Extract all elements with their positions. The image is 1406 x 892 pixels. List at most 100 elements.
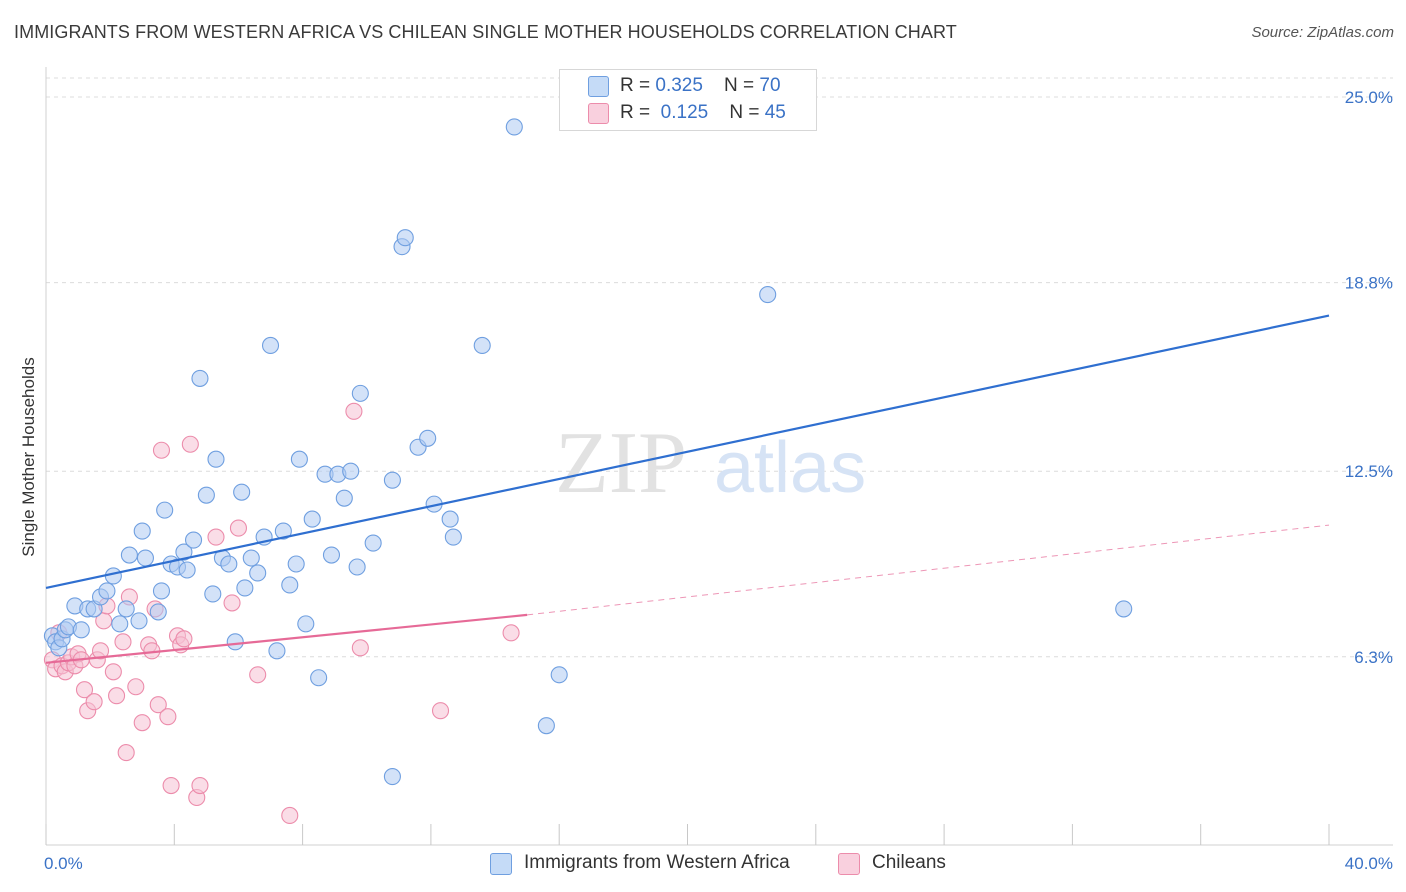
chileans-trend-line [45,613,528,664]
western-africa-point [175,543,193,561]
chilean-point [281,806,299,825]
western-africa-point [149,603,167,621]
chart-title: IMMIGRANTS FROM WESTERN AFRICA VS CHILEA… [14,22,957,42]
western-africa-point [759,286,777,304]
western-africa-point [197,486,215,504]
series-swatch-blue [490,853,512,875]
western-africa-point [98,582,116,600]
chilean-point [207,528,225,546]
chileans-points [43,402,520,825]
western-africa-point [204,585,222,603]
western-africa-point [261,336,280,355]
chilean-point [249,666,267,684]
chilean-point [162,776,180,795]
chilean-point [159,708,177,726]
watermark: ZIP atlas [555,415,866,512]
chilean-point [91,642,110,660]
chilean-point [133,714,151,732]
western-africa-point [226,633,244,651]
western-africa-point [236,579,254,597]
series-swatch-pink [838,853,860,875]
western-africa-point [136,549,154,567]
source-label: Source: ZipAtlas.com [1251,24,1394,41]
chileans-trend-extension [527,524,1330,616]
western-africa-trend-line [45,314,1330,590]
chilean-point [431,702,450,720]
western-africa-point [444,528,462,546]
tick-labels: 6.3% 12.5% 18.8% 25.0% 0.0% 40.0% [44,88,1393,873]
western-africa-point [396,229,414,247]
western-africa-point [274,522,292,540]
western-africa-point [152,582,171,600]
western-africa-point [537,717,555,735]
chilean-point [75,681,94,699]
western-africa-point [220,555,238,573]
chilean-point [502,624,520,642]
western-africa-point [249,564,267,582]
western-africa-point [281,576,299,594]
western-africa-point [156,501,174,519]
western-africa-point [184,531,203,549]
western-africa-point [191,369,209,387]
legend-swatch-blue [588,75,609,97]
chilean-point [229,519,247,537]
western-africa-point [505,118,523,136]
chilean-point [85,693,103,711]
chilean-point [191,776,209,795]
legend-swatch-pink [588,102,609,124]
western-africa-point [303,510,321,528]
western-africa-point [207,450,225,468]
western-africa-point [310,669,328,687]
x-tick-label-min: 0.0% [44,854,83,873]
chilean-point [345,402,363,420]
chilean-point [127,678,145,696]
western-africa-point [335,489,353,507]
chilean-point [152,441,171,459]
western-africa-point [1115,600,1133,618]
y-tick-label: 18.8% [1345,274,1393,293]
series-label-western-africa: Immigrants from Western Africa [524,852,790,873]
western-africa-point [419,429,437,447]
western-africa-point [290,450,308,468]
western-africa-point [348,558,366,576]
western-africa-point [383,767,401,786]
western-africa-point [111,615,129,633]
y-axis-label: Single Mother Households [19,357,38,556]
y-tick-label: 12.5% [1345,462,1393,481]
chilean-point [114,633,132,651]
watermark-atlas: atlas [714,428,866,508]
chilean-point [104,663,122,681]
western-africa-point [351,384,369,402]
axes [45,67,1393,846]
legend-text-western-africa: R = 0.325 N = 70 [620,75,781,96]
western-africa-point [473,336,491,355]
trend-lines [45,314,1330,664]
y-tick-label: 6.3% [1354,648,1393,667]
western-africa-point [297,615,315,633]
western-africa-point [441,510,459,528]
chilean-point [149,696,167,714]
correlation-legend: R = 0.325 N = 70 R = 0.125 N = 45 [559,69,817,131]
western-africa-point [117,600,135,618]
y-tick-label: 25.0% [1345,88,1393,107]
western-africa-point [130,612,148,630]
western-africa-point [550,666,568,684]
watermark-zip: ZIP [555,415,687,512]
western-africa-point [342,462,360,480]
legend-text-chileans: R = 0.125 N = 45 [620,102,786,123]
chilean-point [181,435,199,453]
grid-lines [46,77,1393,658]
western-africa-point [104,567,122,585]
western-africa-point [133,522,151,540]
western-africa-point [72,621,90,639]
western-africa-point [268,642,286,660]
western-africa-point [322,546,341,564]
western-africa-point [233,483,251,501]
chilean-point [223,594,241,612]
western-africa-points [43,118,1133,786]
western-africa-point [242,549,260,567]
western-africa-point [287,555,305,573]
chilean-point [175,630,193,648]
chilean-point [117,744,135,762]
